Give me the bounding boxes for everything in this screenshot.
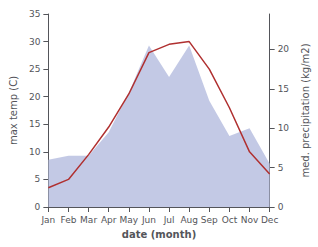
svg-text:med. precipitation (kg/m2): med. precipitation (kg/m2) [300,43,311,177]
svg-text:Oct: Oct [222,215,238,225]
svg-text:max temp (C): max temp (C) [8,76,19,145]
svg-text:Apr: Apr [101,215,117,225]
svg-text:Dec: Dec [261,215,278,225]
svg-text:0: 0 [278,202,284,212]
svg-text:35: 35 [29,9,40,19]
svg-text:15: 15 [29,119,40,129]
svg-text:5: 5 [35,174,41,184]
svg-text:May: May [120,215,139,225]
svg-text:20: 20 [29,92,41,102]
svg-text:date (month): date (month) [122,229,196,240]
svg-text:10: 10 [29,147,41,157]
svg-text:Mar: Mar [80,215,97,225]
svg-text:25: 25 [29,64,40,74]
svg-text:Jan: Jan [40,215,55,225]
svg-text:0: 0 [35,202,41,212]
svg-text:30: 30 [29,37,41,47]
svg-text:Jun: Jun [141,215,156,225]
svg-text:Sep: Sep [201,215,218,225]
svg-text:Feb: Feb [61,215,77,225]
svg-text:10: 10 [278,123,290,133]
svg-text:Nov: Nov [241,215,259,225]
svg-text:Aug: Aug [180,215,198,225]
svg-text:Jul: Jul [163,215,175,225]
svg-text:15: 15 [278,84,289,94]
svg-text:5: 5 [278,163,284,173]
svg-text:20: 20 [278,44,290,54]
